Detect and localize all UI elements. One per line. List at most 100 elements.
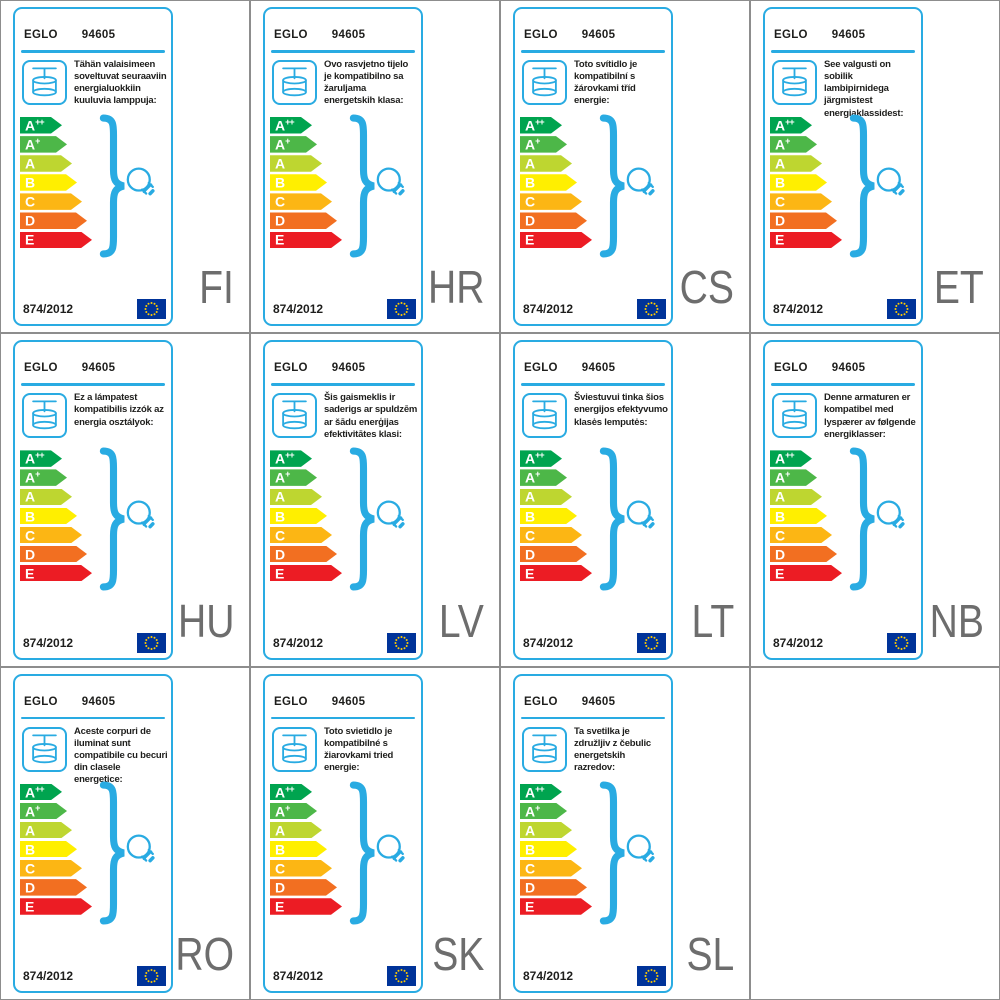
- energy-class-arrow: D: [270, 212, 337, 229]
- compatibility-text: Ovo rasvjetno tijelo je kompatibilno sa …: [324, 59, 409, 107]
- energy-class-arrow: E: [20, 898, 92, 915]
- model-number: 94605: [331, 362, 366, 375]
- eu-flag-icon: [637, 966, 666, 986]
- label-footer: 874/2012: [23, 966, 166, 986]
- model-number: 94605: [331, 695, 366, 708]
- bulb-icon: [626, 500, 655, 529]
- energy-class-grade: D: [520, 880, 535, 895]
- energy-class-grade: A: [270, 156, 285, 171]
- energy-label: EGLO 94605 Tähän valaisimeen soveltuvat …: [13, 7, 173, 327]
- grade-superscript: ++: [285, 450, 294, 461]
- model-number: 94605: [581, 29, 616, 41]
- energy-label: EGLO 94605 Ovo rasvjetno tijelo je kompa…: [263, 7, 423, 327]
- label-header: EGLO 94605: [524, 29, 665, 41]
- energy-class-arrow: A: [270, 155, 322, 172]
- energy-class-arrow: B: [20, 841, 77, 858]
- eu-flag-icon: [637, 299, 666, 320]
- header-divider: [771, 50, 915, 53]
- regulation-number: 874/2012: [23, 969, 74, 983]
- label-header: EGLO 94605: [24, 29, 165, 41]
- energy-class-grade: A+: [770, 137, 789, 152]
- brace-icon: [849, 114, 875, 258]
- energy-class-arrow: A++: [520, 784, 562, 801]
- language-code: HU: [177, 594, 234, 647]
- energy-class-list: A++ A+ A B C D E: [270, 117, 360, 251]
- energy-class-grade: A: [770, 156, 785, 171]
- energy-class-grade: E: [520, 232, 534, 247]
- energy-class-grade: A++: [20, 451, 44, 466]
- energy-class-grade: C: [270, 194, 285, 209]
- grade-letter: A: [25, 136, 36, 153]
- energy-class-grade: C: [770, 528, 785, 543]
- grade-letter: A: [25, 470, 36, 486]
- compatibility-text: Aceste corpuri de iluminat sunt compatib…: [74, 725, 168, 786]
- energy-class-grade: A: [20, 156, 35, 171]
- label-cell: EGLO 94605 Ez a lámpatest kompatibilis i…: [0, 333, 250, 667]
- grade-letter: C: [525, 527, 536, 544]
- grade-letter: D: [25, 879, 36, 896]
- grade-letter: D: [525, 879, 536, 896]
- energy-class-arrow: A++: [270, 784, 312, 801]
- grade-letter: D: [275, 879, 286, 896]
- label-header: EGLO 94605: [274, 362, 415, 374]
- energy-class-grade: A+: [270, 804, 289, 819]
- energy-class-grade: A+: [520, 804, 539, 819]
- label-footer: 874/2012: [23, 299, 166, 320]
- pendant-lamp-icon: [22, 393, 67, 439]
- regulation-number: 874/2012: [523, 635, 574, 650]
- compatibility-text: Denne armaturen er kompatibel med lyspær…: [824, 392, 916, 440]
- grade-letter: A: [525, 489, 536, 506]
- label-cell: EGLO 94605 Denne armaturen er kompatibel…: [750, 333, 1000, 667]
- grade-letter: B: [775, 174, 786, 191]
- language-code: HR: [427, 261, 484, 314]
- header-divider: [771, 383, 915, 386]
- energy-class-arrow: E: [270, 232, 342, 249]
- energy-class-grade: A+: [270, 137, 289, 152]
- energy-label: EGLO 94605 Ta svetilka je združljiv z če…: [513, 673, 673, 993]
- grade-letter: A: [775, 489, 786, 506]
- grade-letter: B: [275, 174, 286, 191]
- brand-text: EGLO: [524, 29, 558, 41]
- bulb-icon: [876, 167, 905, 196]
- energy-class-grade: D: [20, 547, 35, 562]
- label-header: EGLO 94605: [274, 696, 415, 708]
- grade-letter: B: [525, 508, 536, 525]
- energy-class-grade: B: [270, 509, 285, 524]
- energy-class-grade: D: [270, 213, 285, 228]
- bulb-icon: [126, 834, 155, 863]
- grade-letter: D: [525, 213, 536, 230]
- energy-class-grade: A: [270, 823, 285, 838]
- energy-class-grade: E: [270, 566, 284, 581]
- energy-class-arrow: A+: [520, 469, 567, 486]
- grade-superscript: ++: [785, 450, 794, 461]
- energy-class-arrow: C: [270, 860, 332, 877]
- energy-class-grade: B: [20, 842, 35, 857]
- energy-class-grade: C: [520, 861, 535, 876]
- label-cell: EGLO 94605 Tähän valaisimeen soveltuvat …: [0, 0, 250, 334]
- eu-flag-icon: [137, 632, 166, 653]
- brand-text: EGLO: [774, 362, 808, 375]
- energy-class-grade: A++: [770, 118, 794, 133]
- grade-superscript: ++: [535, 450, 544, 461]
- header-divider: [21, 50, 165, 53]
- grade-letter: A: [525, 803, 536, 820]
- energy-class-list: A++ A+ A B C D E: [520, 784, 610, 918]
- energy-class-arrow: A++: [270, 117, 312, 134]
- energy-label: EGLO 94605 Aceste corpuri de iluminat su…: [13, 673, 173, 993]
- label-header: EGLO 94605: [524, 696, 665, 708]
- grade-letter: C: [525, 860, 536, 877]
- label-footer: 874/2012: [773, 299, 916, 320]
- grade-letter: C: [775, 527, 786, 544]
- energy-class-list: A++ A+ A B C D E: [770, 117, 860, 251]
- label-header: EGLO 94605: [24, 696, 165, 708]
- compatibility-text: See valgusti on sobilik lambipirnidega j…: [824, 59, 904, 119]
- grade-letter: A: [275, 155, 286, 172]
- header-divider: [521, 50, 665, 53]
- energy-class-arrow: A+: [270, 803, 317, 820]
- energy-class-arrow: B: [270, 508, 327, 525]
- energy-class-grade: D: [770, 213, 785, 228]
- energy-class-arrow: C: [770, 193, 832, 210]
- bulb-icon: [376, 167, 405, 196]
- model-number: 94605: [331, 29, 366, 41]
- brand-text: EGLO: [524, 695, 558, 708]
